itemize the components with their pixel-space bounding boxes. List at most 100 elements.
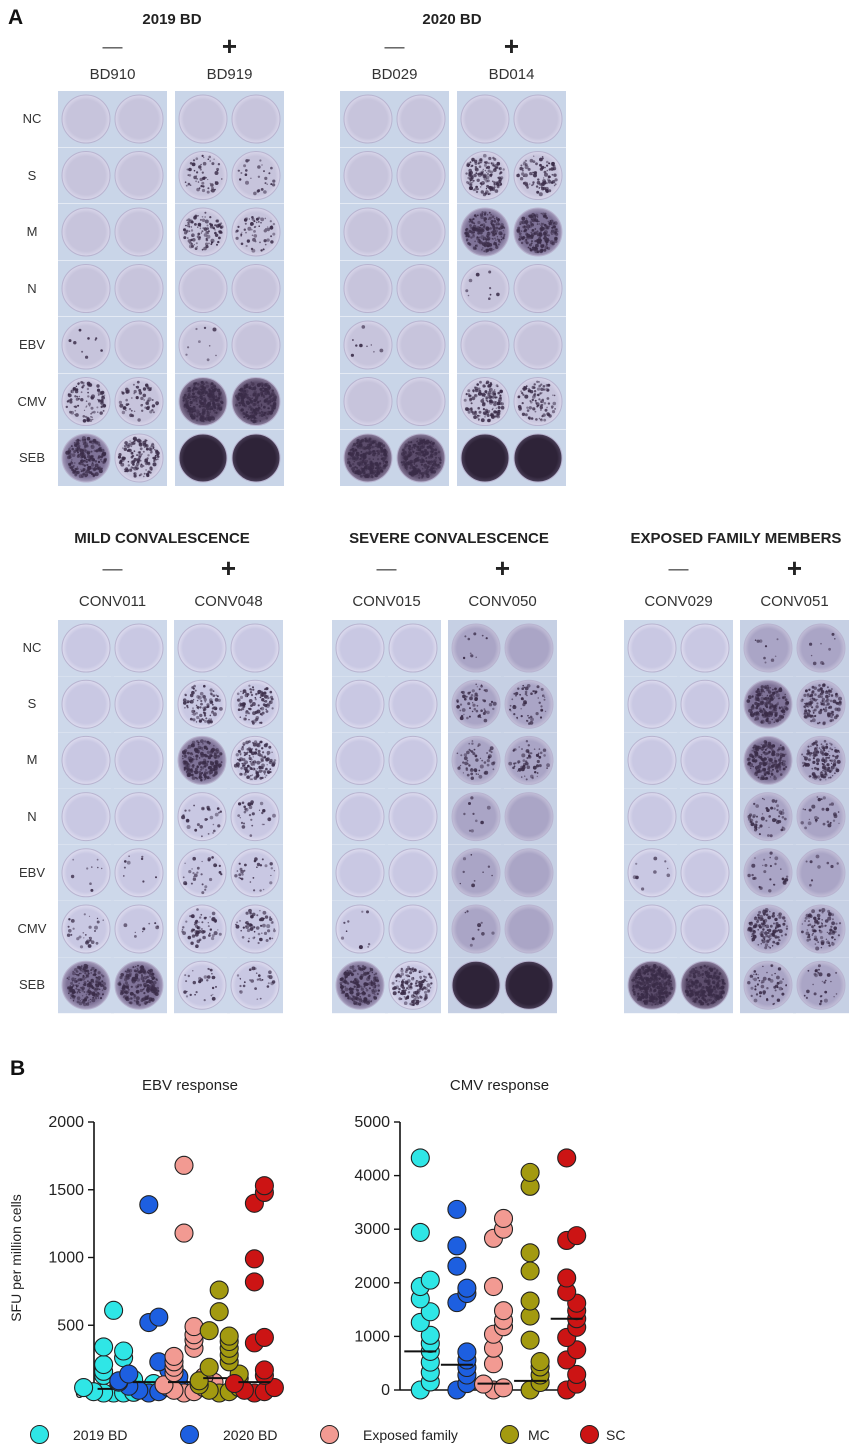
y-tick-label: 1000: [354, 1328, 390, 1345]
data-point: [104, 1300, 124, 1320]
well: [624, 901, 680, 957]
well: [793, 620, 849, 676]
ebv-response-chart: EBV response0500100015002000: [48, 1077, 284, 1403]
well: [58, 317, 114, 373]
data-point: [520, 1291, 540, 1311]
well: [228, 260, 284, 317]
well: [457, 373, 513, 430]
data-point: [189, 1371, 209, 1391]
row-label: N: [27, 808, 37, 824]
well: [340, 147, 396, 204]
well: [111, 430, 167, 486]
well: [510, 317, 566, 373]
data-point: [530, 1352, 550, 1372]
well: [228, 317, 284, 373]
y-axis-label: SFU per million cells: [8, 1194, 24, 1322]
well: [111, 91, 167, 147]
y-tick-label: 4000: [354, 1168, 390, 1185]
data-point: [520, 1162, 540, 1182]
well: [457, 204, 513, 260]
well: [448, 676, 504, 733]
data-point: [520, 1243, 540, 1263]
y-tick-label: 1000: [48, 1250, 84, 1267]
well: [457, 147, 513, 204]
well: [448, 844, 504, 901]
data-point: [74, 1378, 94, 1398]
y-tick-label: 5000: [354, 1114, 390, 1131]
well: [111, 844, 167, 901]
donor-id: BD029: [371, 66, 418, 83]
row-label: M: [26, 752, 38, 768]
data-point: [219, 1326, 239, 1346]
well: [677, 844, 733, 901]
well: [624, 676, 680, 733]
minus-sign: —: [384, 36, 405, 58]
well: [340, 430, 396, 486]
well: [340, 260, 396, 317]
chart-title: EBV response: [142, 1077, 238, 1094]
well: [175, 317, 231, 373]
well: [228, 373, 284, 430]
y-tick-label: 3000: [354, 1221, 390, 1238]
well: [457, 317, 513, 373]
legend-swatch: [500, 1425, 519, 1444]
well: [111, 732, 167, 789]
chart-title: CMV response: [450, 1077, 549, 1094]
well: [740, 788, 796, 845]
data-point: [567, 1364, 587, 1385]
well: [174, 788, 230, 845]
legend-swatch: [30, 1425, 49, 1444]
data-point: [139, 1195, 159, 1215]
group-title: SEVERE CONVALESCENCE: [349, 530, 549, 547]
well: [740, 732, 796, 789]
well: [510, 260, 566, 317]
well: [227, 901, 283, 957]
well: [457, 430, 513, 486]
legend-label: 2019 BD: [73, 1426, 128, 1443]
y-axis-label-wrap: SFU per million cells: [6, 1110, 26, 1410]
row-label: CMV: [17, 393, 47, 409]
well: [332, 844, 388, 901]
top-wells: [58, 91, 566, 486]
well: [58, 957, 114, 1014]
well: [393, 373, 449, 430]
data-point: [94, 1354, 114, 1375]
well: [393, 317, 449, 373]
data-point: [493, 1208, 514, 1229]
well: [58, 91, 114, 147]
data-point: [410, 1148, 430, 1168]
well: [111, 204, 167, 260]
well: [228, 147, 284, 204]
panel-a-letter: A: [8, 6, 24, 29]
well: [793, 676, 849, 733]
donor-id: CONV050: [468, 593, 537, 610]
well: [228, 91, 284, 147]
well: [227, 620, 283, 676]
well: [501, 901, 557, 957]
data-point: [209, 1302, 229, 1322]
well: [793, 844, 849, 901]
plus-sign: +: [220, 553, 237, 583]
well: [111, 901, 167, 957]
well: [793, 957, 849, 1014]
well: [111, 788, 167, 845]
minus-sign: —: [102, 36, 123, 58]
minus-sign: —: [376, 558, 397, 580]
well: [332, 901, 388, 957]
well: [58, 676, 114, 733]
well: [393, 204, 449, 260]
data-point: [493, 1378, 514, 1398]
data-point: [114, 1341, 134, 1361]
cmv-response-chart: CMV response 0 1000 2000 3000 4000 5000: [354, 1077, 587, 1400]
well: [677, 901, 733, 957]
data-point: [174, 1223, 194, 1243]
well: [793, 901, 849, 957]
plus-sign: +: [494, 553, 511, 583]
well: [175, 430, 231, 486]
data-point: [567, 1226, 587, 1246]
legend-label: SC: [606, 1426, 626, 1443]
data-point: [557, 1148, 577, 1168]
legend-item: Exposed family: [320, 1420, 458, 1449]
well: [793, 732, 849, 789]
bottom-wells: [58, 620, 849, 1014]
